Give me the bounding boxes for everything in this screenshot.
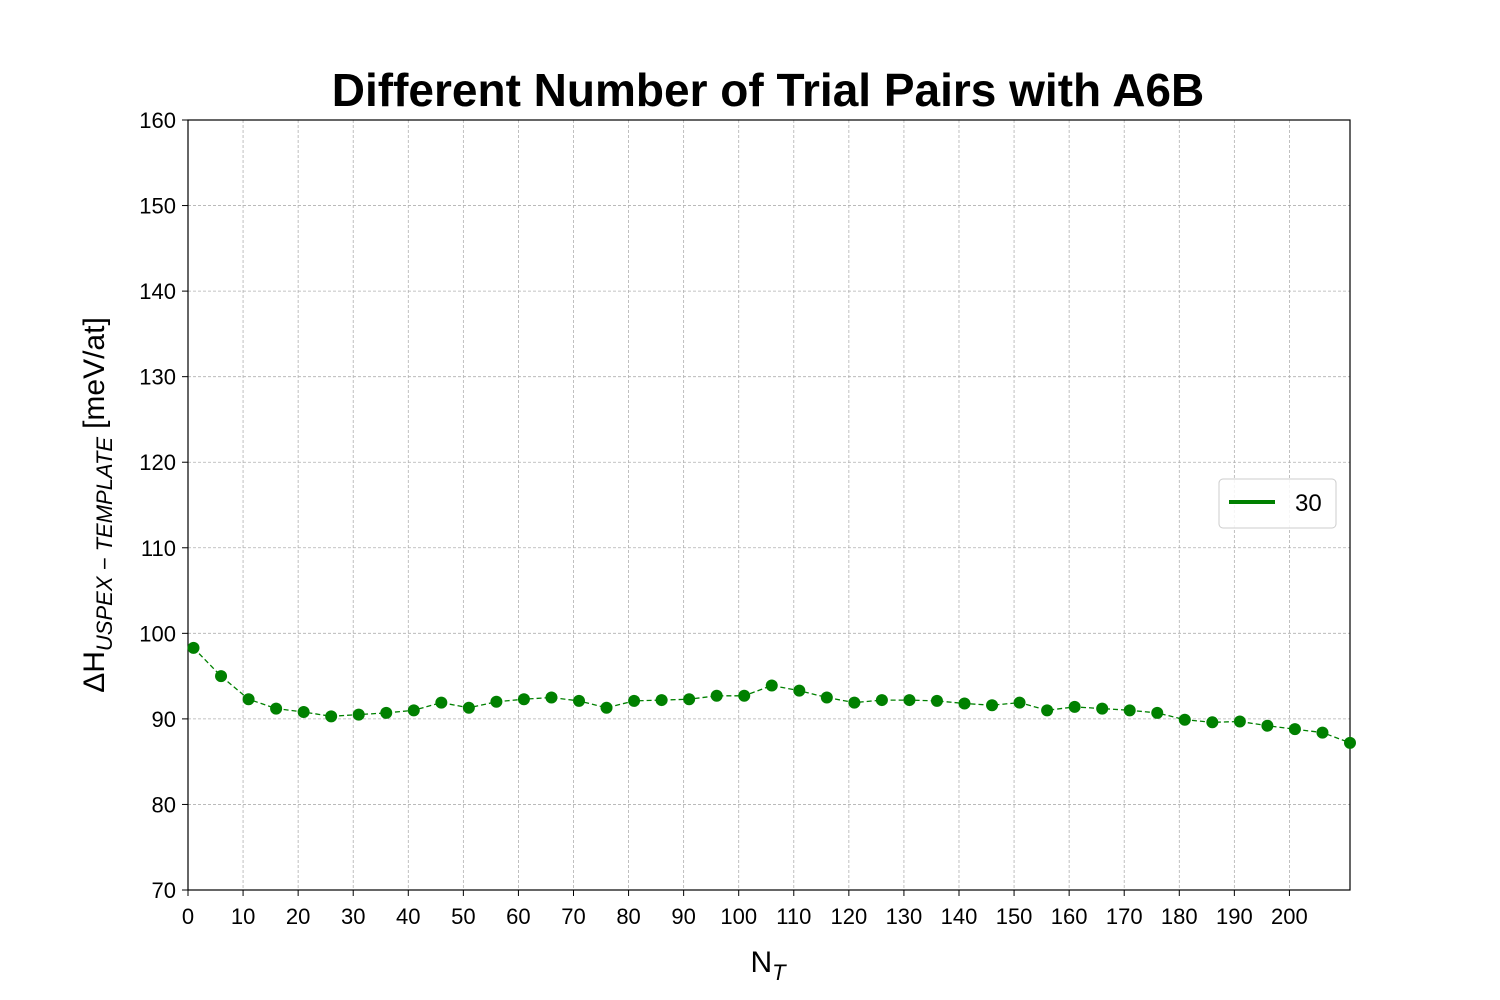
data-point xyxy=(352,708,365,721)
data-point xyxy=(407,704,420,717)
x-tick-label: 130 xyxy=(886,904,923,929)
x-tick-label: 60 xyxy=(506,904,530,929)
data-point xyxy=(738,689,751,702)
y-tick-label: 110 xyxy=(141,536,176,561)
x-tick-label: 180 xyxy=(1161,904,1198,929)
y-tick-label: 150 xyxy=(139,194,176,219)
data-point xyxy=(903,694,916,707)
y-axis-label-unit: [meV/at] xyxy=(78,317,111,429)
data-point xyxy=(1041,704,1054,717)
series-line xyxy=(193,647,1351,744)
data-point xyxy=(1096,702,1109,715)
data-point xyxy=(628,694,641,707)
data-point xyxy=(765,679,778,692)
data-point xyxy=(1316,726,1329,739)
y-axis-label-sub: USPEX − TEMPLATE xyxy=(92,437,117,651)
x-tick-label: 160 xyxy=(1051,904,1088,929)
x-tick-label: 70 xyxy=(561,904,585,929)
x-tick-label: 50 xyxy=(451,904,475,929)
data-point xyxy=(710,689,723,702)
data-point xyxy=(793,684,806,697)
data-point xyxy=(930,694,943,707)
data-point xyxy=(187,641,200,654)
x-tick-label: 190 xyxy=(1216,904,1253,929)
data-point xyxy=(1344,736,1356,749)
y-tick-label: 100 xyxy=(139,621,176,646)
legend: 30 xyxy=(1218,478,1337,529)
x-tick-label: 20 xyxy=(286,904,310,929)
data-point xyxy=(1178,713,1191,726)
plot-frame xyxy=(187,119,1351,891)
data-point xyxy=(986,699,999,712)
data-point xyxy=(380,706,393,719)
legend-box xyxy=(1218,478,1337,529)
data-point xyxy=(848,696,861,709)
x-axis: 0 10 20 30 40 50 60 70 80 90 100 110 120 130 140 150 160… xyxy=(182,890,1308,929)
x-tick-label: 140 xyxy=(941,904,978,929)
x-axis-label-main: N xyxy=(750,946,772,979)
data-point xyxy=(875,694,888,707)
chart-title: Different Number of Trial Pairs with A6B xyxy=(332,64,1204,116)
data-point xyxy=(683,693,696,706)
data-point xyxy=(462,701,475,714)
x-tick-label: 0 xyxy=(182,904,194,929)
data-point xyxy=(1233,715,1246,728)
data-point xyxy=(655,694,668,707)
series-layer xyxy=(187,641,1356,749)
data-point xyxy=(325,710,338,723)
data-point xyxy=(1261,719,1274,732)
data-point xyxy=(573,694,586,707)
data-point xyxy=(215,670,228,683)
data-point xyxy=(958,697,971,710)
y-tick-label: 160 xyxy=(139,108,176,133)
data-point xyxy=(1013,696,1026,709)
x-tick-label: 90 xyxy=(671,904,695,929)
data-point xyxy=(297,706,310,719)
x-axis-label-sub: T xyxy=(772,960,787,985)
x-axis-label: NT xyxy=(750,946,787,985)
y-tick-label: 80 xyxy=(152,792,176,817)
data-point xyxy=(600,701,613,714)
data-point xyxy=(545,691,558,704)
data-point xyxy=(1206,716,1219,729)
y-axis: 70 80 90 100 110 120 130 140 150 160 xyxy=(139,108,188,903)
x-tick-label: 110 xyxy=(776,904,811,929)
data-point xyxy=(1151,706,1164,719)
x-tick-label: 120 xyxy=(830,904,867,929)
data-point xyxy=(242,693,255,706)
x-tick-label: 40 xyxy=(396,904,420,929)
legend-label: 30 xyxy=(1295,490,1322,517)
y-tick-label: 140 xyxy=(139,279,176,304)
y-tick-label: 90 xyxy=(152,707,176,732)
y-tick-label: 70 xyxy=(152,878,176,903)
grid xyxy=(187,119,1350,891)
data-point xyxy=(1123,704,1136,717)
x-tick-label: 100 xyxy=(720,904,757,929)
data-point xyxy=(435,696,448,709)
data-point xyxy=(1068,700,1081,713)
x-tick-label: 200 xyxy=(1271,904,1308,929)
y-axis-label: ΔHUSPEX − TEMPLATE [meV/at] xyxy=(78,317,117,693)
y-tick-label: 120 xyxy=(139,450,176,475)
x-tick-label: 10 xyxy=(231,904,255,929)
data-point xyxy=(270,702,283,715)
data-point xyxy=(820,691,833,704)
data-point xyxy=(1288,723,1301,736)
y-tick-label: 130 xyxy=(139,365,176,390)
data-point xyxy=(517,693,530,706)
x-tick-label: 150 xyxy=(996,904,1033,929)
data-point xyxy=(490,695,503,708)
x-tick-label: 170 xyxy=(1106,904,1143,929)
x-tick-label: 30 xyxy=(341,904,365,929)
y-axis-label-prefix: ΔH xyxy=(78,651,111,693)
x-tick-label: 80 xyxy=(616,904,640,929)
